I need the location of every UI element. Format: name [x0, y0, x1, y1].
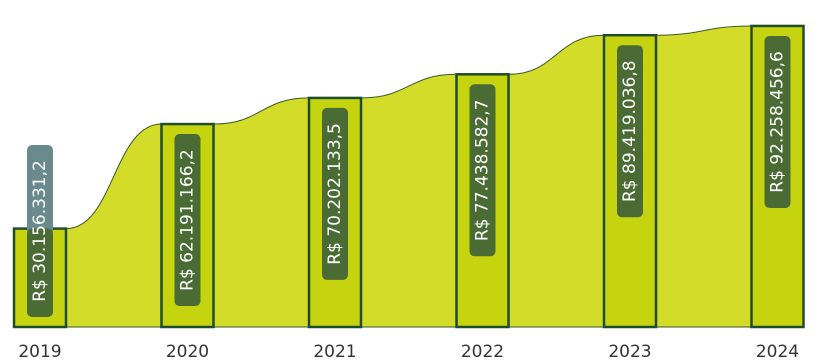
data-label-bg — [764, 35, 791, 208]
trend-area — [13, 25, 804, 328]
data-label-text: R$ 30.156.331,2 — [30, 160, 50, 302]
data-label-2019: R$ 30.156.331,2 — [27, 145, 53, 317]
x-tick-label: 2019 — [18, 342, 61, 362]
data-label-text: R$ 77.438.582,7 — [473, 100, 493, 242]
data-label-text: R$ 62.191.166,2 — [178, 149, 198, 291]
x-tick-label: 2024 — [756, 342, 799, 362]
data-label-text: R$ 92.258.456,6 — [768, 51, 788, 193]
data-label-2024: R$ 92.258.456,6 — [764, 35, 791, 208]
data-label-2022: R$ 77.438.582,7 — [469, 84, 496, 257]
x-tick-label: 2021 — [313, 342, 356, 362]
data-label-bg — [27, 228, 53, 317]
data-label-text: R$ 70.202.133,5 — [325, 123, 345, 265]
data-label-2023: R$ 89.419.036,8 — [617, 45, 643, 218]
data-label-bg-outside — [27, 145, 53, 237]
x-tick-label: 2022 — [461, 342, 504, 362]
x-tick-label: 2023 — [608, 342, 651, 362]
data-label-2020: R$ 62.191.166,2 — [174, 134, 201, 307]
data-label-bg — [322, 107, 348, 280]
data-label-bg — [469, 84, 496, 257]
x-tick-label: 2020 — [166, 342, 209, 362]
data-label-2021: R$ 70.202.133,5 — [322, 107, 348, 280]
data-label-bg — [174, 134, 201, 307]
data-label-bg — [617, 45, 643, 218]
data-label-text: R$ 89.419.036,8 — [620, 60, 640, 202]
x-axis-ticks: 2019 2020 2021 2022 2023 2024 — [18, 342, 799, 362]
data-labels-group: R$ 30.156.331,2 R$ 62.191.166,2 R$ 70.202.… — [27, 35, 791, 317]
